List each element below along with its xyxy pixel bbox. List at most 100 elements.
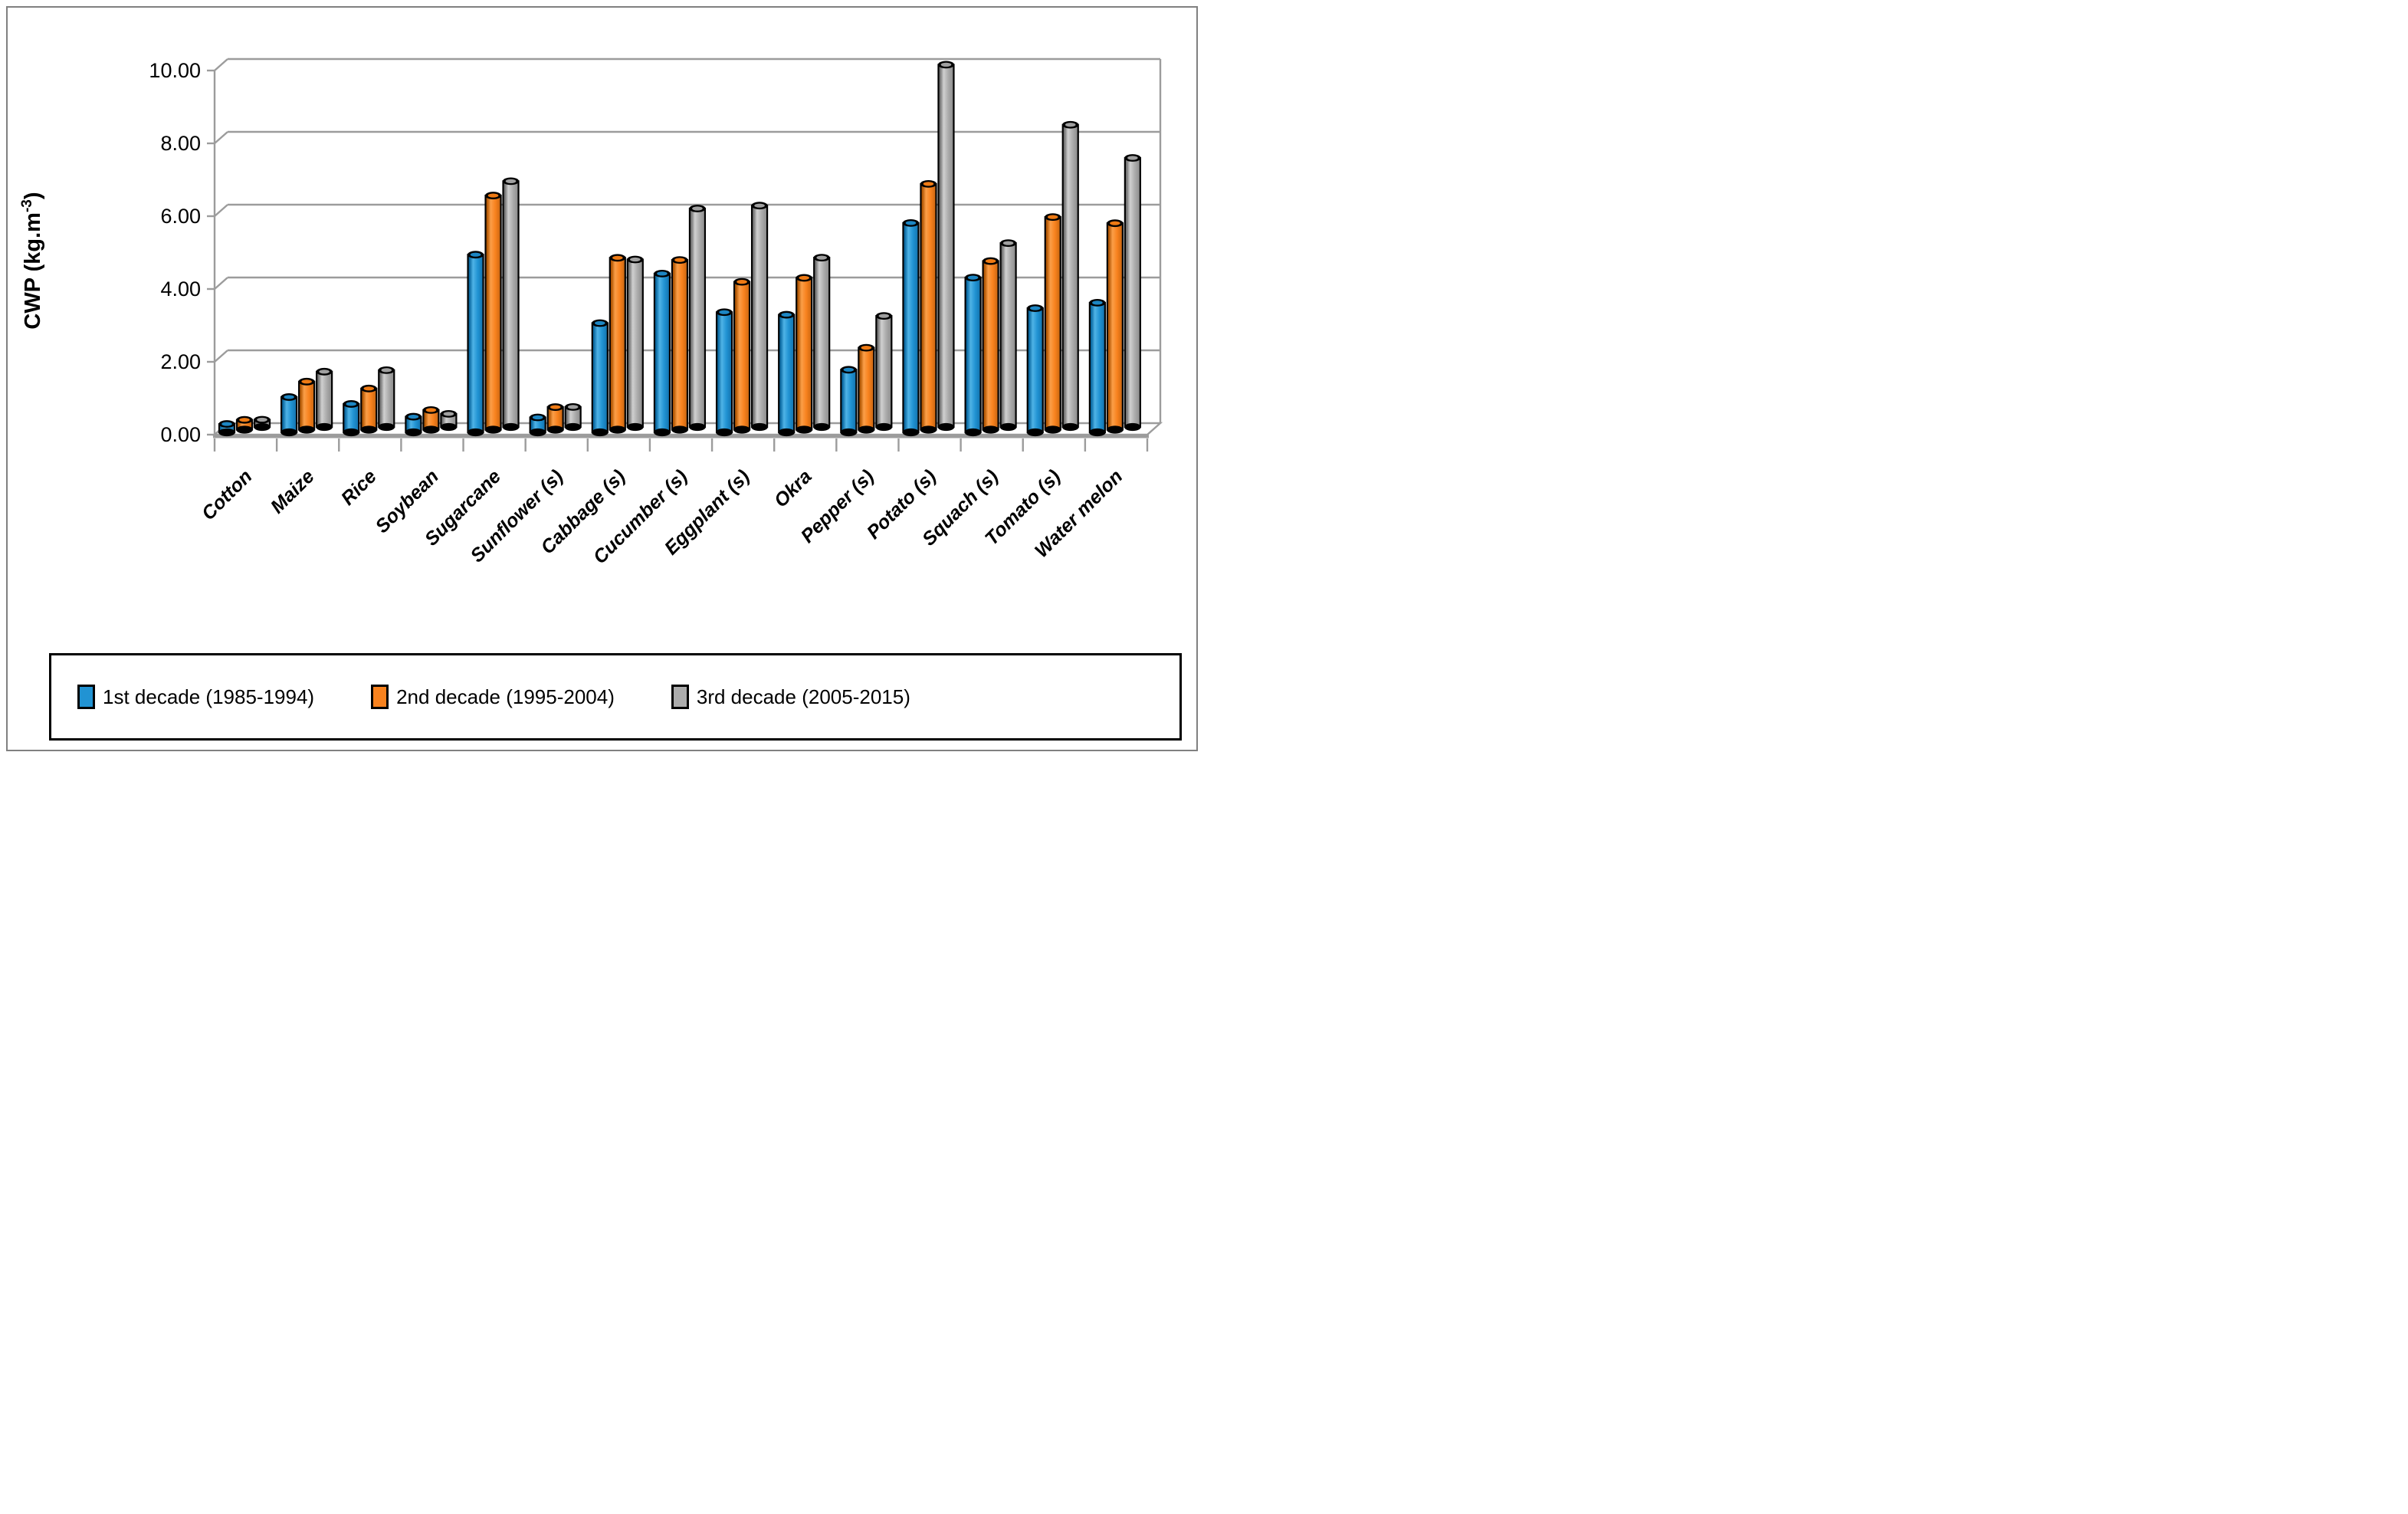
x-label-okra: Okra [770, 465, 816, 511]
cylinder-top-face [301, 379, 312, 384]
bar-cucumber-s-series1 [653, 270, 671, 437]
cylinder-top-face [799, 275, 809, 281]
cylinder-base [1124, 422, 1141, 432]
cylinder-top-face [221, 422, 232, 426]
bar-potato-s-series3 [937, 61, 955, 432]
cylinder-base [502, 422, 520, 432]
cylinder-body [316, 370, 333, 429]
cylinder-body [937, 64, 955, 429]
cylinder-body [653, 272, 671, 434]
bar-sunflower-s-series3 [564, 402, 582, 432]
cylinder-base [484, 425, 502, 434]
gridline-connector [214, 131, 228, 144]
cylinder-top-face [861, 346, 872, 350]
cylinder-top-face [532, 415, 543, 420]
cylinder-base [343, 428, 360, 437]
gridline-connector [214, 58, 228, 71]
cylinder-top-face [967, 275, 979, 280]
bar-rice-series1 [343, 400, 360, 437]
bar-soybean-series3 [440, 410, 458, 432]
cylinder-top-face [443, 412, 454, 416]
cylinder-top-face [940, 62, 952, 67]
cylinder-body [750, 205, 769, 429]
cylinder-base [937, 422, 955, 432]
bar-pepper-s-series3 [875, 312, 893, 432]
cylinder-base [280, 428, 297, 437]
bar-sugarcane-series3 [502, 177, 520, 432]
cylinder-top-face [505, 179, 517, 183]
cylinder-body [484, 194, 502, 431]
bar-potato-s-series2 [920, 179, 937, 434]
bar-maize-series1 [280, 393, 298, 437]
cylinder-body [902, 222, 920, 434]
cylinder-body [964, 277, 982, 434]
gridline-connector [214, 350, 228, 363]
bar-water-melon-series1 [1088, 299, 1106, 437]
cylinder-top-face [843, 367, 855, 372]
bar-squach-s-series2 [982, 257, 999, 434]
cylinder-base [999, 422, 1017, 432]
cylinder-top-face [754, 203, 765, 208]
legend-label-decade3: 3rd decade (2005-2015) [696, 685, 910, 708]
bar-tomato-s-series2 [1044, 213, 1061, 434]
cylinder-base [529, 428, 546, 437]
cylinder-base [591, 428, 609, 437]
bar-cabbage-s-series3 [626, 255, 644, 432]
cylinder-top-face [1029, 306, 1041, 310]
x-label-cotton: Cotton [198, 465, 257, 524]
cylinder-body [671, 259, 689, 431]
cylinder-top-face [487, 193, 499, 198]
bar-cabbage-s-series1 [591, 319, 609, 437]
cylinder-base [422, 425, 440, 434]
cylinder-body [1088, 301, 1106, 434]
cylinder-body [999, 242, 1017, 429]
bar-eggplant-s-series1 [715, 308, 733, 437]
legend-item-decade2: 2nd decade (1995-2004) [371, 685, 615, 709]
legend-label-decade1: 1st decade (1985-1994) [103, 685, 315, 708]
cylinder-base [626, 422, 644, 432]
cylinder-base [564, 422, 582, 432]
bar-cucumber-s-series2 [671, 256, 689, 434]
cylinder-base [1044, 425, 1061, 434]
bar-sugarcane-series1 [467, 251, 484, 437]
cylinder-body [858, 346, 875, 431]
x-label-maize: Maize [267, 465, 319, 517]
bar-squach-s-series3 [999, 239, 1017, 432]
bar-okra-series2 [796, 274, 813, 434]
cylinder-body [343, 402, 360, 434]
y-tick-label-4.00: 4.00 [160, 278, 201, 301]
bar-pepper-s-series1 [840, 366, 858, 437]
cylinder-top-face [381, 368, 392, 373]
legend-swatch-decade2-icon [371, 685, 389, 709]
bar-cabbage-s-series2 [609, 254, 626, 434]
cylinder-base [840, 428, 858, 437]
gridline-connector [214, 204, 228, 217]
cylinder-base [920, 425, 937, 434]
bar-maize-series3 [316, 367, 333, 432]
cylinder-body [1106, 222, 1124, 431]
cylinder-top-face [878, 314, 890, 318]
cylinder-base [964, 428, 982, 437]
cylinder-top-face [550, 405, 561, 409]
bar-cotton-series2 [235, 415, 254, 434]
cylinder-base [1107, 425, 1124, 434]
cylinder-base [609, 425, 626, 434]
cylinder-body [733, 281, 751, 431]
cylinder-body [920, 182, 937, 431]
cylinder-base [671, 425, 688, 434]
legend-swatch-decade1-icon [77, 685, 95, 709]
y-tick-label-8.00: 8.00 [160, 132, 201, 155]
cylinder-base [796, 425, 812, 434]
cylinder-top-face [425, 408, 437, 412]
cylinder-body [626, 258, 644, 429]
cylinder-body [813, 257, 831, 429]
y-axis-title: CWP (kg.m-3) [19, 192, 45, 329]
cylinder-base [654, 428, 671, 437]
y-tick-label-10.00: 10.00 [149, 59, 201, 82]
cylinder-body [1061, 123, 1079, 429]
cylinder-top-face [346, 402, 357, 406]
legend-label-decade2: 2nd decade (1995-2004) [396, 685, 615, 708]
cylinder-base [982, 425, 999, 434]
bar-maize-series2 [298, 377, 316, 434]
cylinder-top-face [923, 182, 934, 186]
